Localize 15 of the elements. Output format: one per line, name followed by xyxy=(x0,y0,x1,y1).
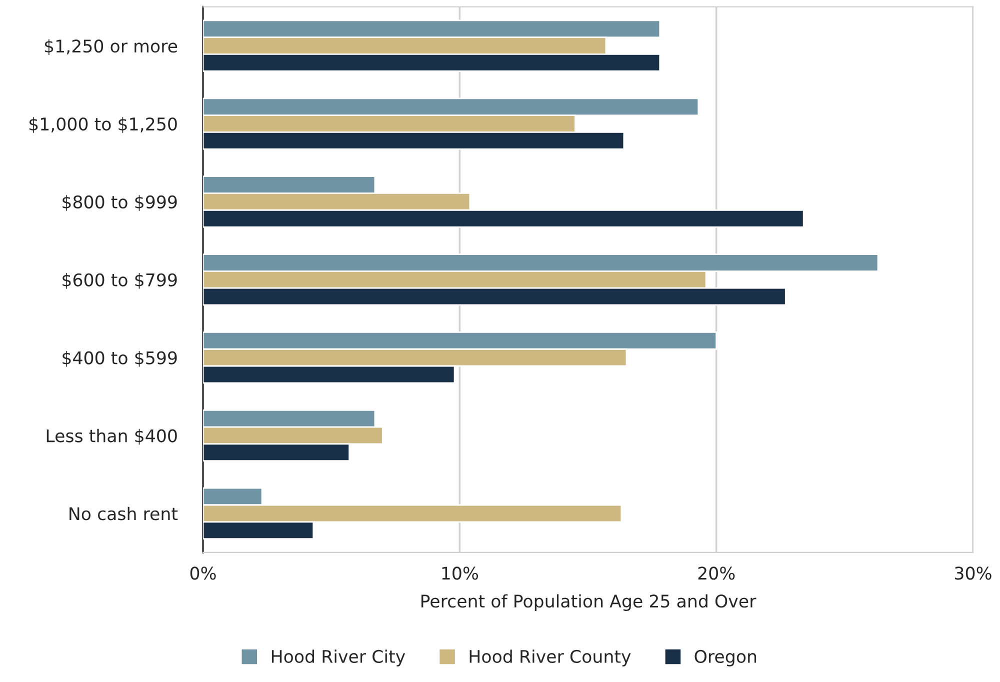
legend-label: Oregon xyxy=(694,650,756,666)
y-tick-label: No cash rent xyxy=(70,506,178,520)
x-tick-label: 20% xyxy=(698,566,735,580)
y-tick-label: $600 to $799 xyxy=(62,273,177,289)
x-tick-label: 10% xyxy=(442,566,478,580)
x-tick-label: 30% xyxy=(955,566,992,580)
x-tick-label: 0% xyxy=(190,566,216,580)
legend-label: Hood River County xyxy=(470,650,631,666)
y-tick-label: $1,250 or more xyxy=(44,39,178,55)
y-tick-label: $400 to $599 xyxy=(62,350,177,367)
y-tick-label: Less than $400 xyxy=(46,428,177,445)
x-axis-title: Percent of Population Age 25 and Over xyxy=(421,594,756,612)
y-tick-label: $800 to $999 xyxy=(62,195,177,211)
y-tick-label: $1,000 to $1,250 xyxy=(29,117,177,133)
legend-label: Hood River City xyxy=(272,650,406,666)
